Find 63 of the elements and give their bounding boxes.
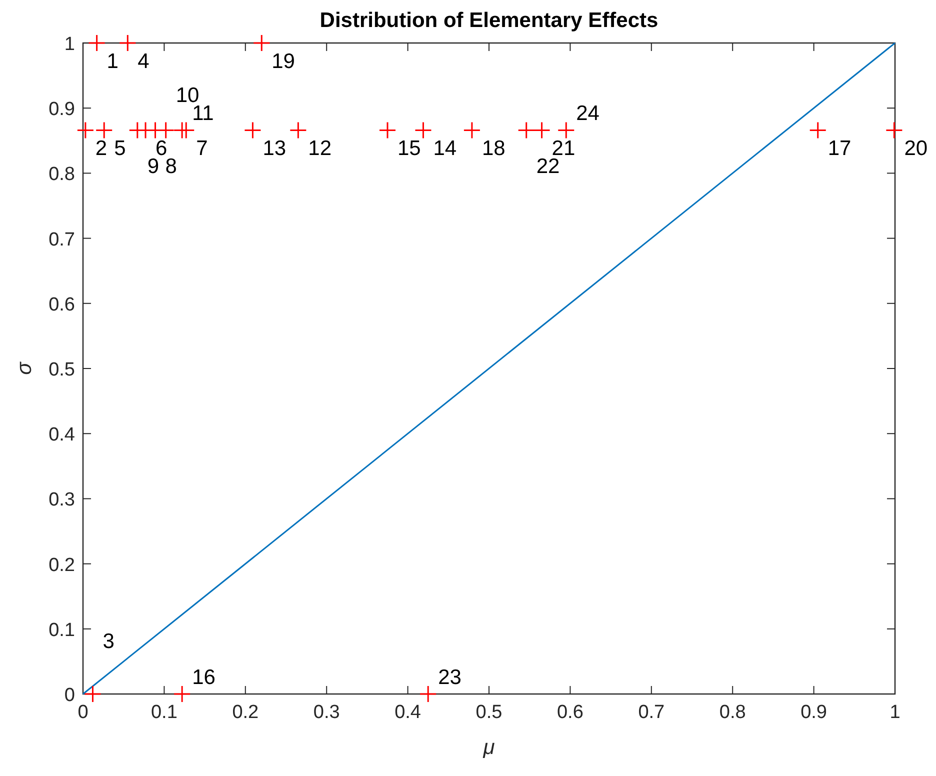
x-tick-label: 1 — [890, 702, 900, 723]
y-tick-label: 0.4 — [48, 424, 76, 446]
point — [419, 685, 437, 703]
y-tick-label: 0.2 — [48, 554, 75, 576]
annotation: 14 — [433, 137, 457, 160]
point — [76, 121, 94, 139]
x-tick-label: 0.6 — [556, 702, 584, 723]
y-tick-label: 0.3 — [48, 490, 75, 511]
annotation: 4 — [138, 50, 150, 73]
point — [118, 34, 136, 52]
annotation: 13 — [262, 137, 286, 160]
point — [252, 34, 270, 52]
point — [244, 121, 262, 139]
y-tick-label: 0 — [64, 685, 75, 706]
point — [809, 121, 827, 139]
annotation: 16 — [192, 666, 216, 689]
x-tick-label: 0.1 — [150, 702, 178, 723]
annotation: 8 — [165, 155, 177, 178]
x-tick-label: 0.3 — [313, 702, 340, 723]
annotation: 18 — [482, 137, 506, 160]
x-tick-label: 0.4 — [394, 702, 422, 723]
annotation: 19 — [272, 50, 295, 73]
point — [557, 121, 575, 139]
point — [173, 685, 191, 703]
x-tick-label: 0.5 — [476, 702, 502, 723]
annotation: 22 — [536, 155, 560, 178]
annotation: 15 — [398, 137, 421, 160]
point — [463, 121, 481, 139]
point — [518, 121, 536, 139]
point — [533, 121, 551, 139]
annotation: 17 — [828, 137, 852, 160]
x-tick-label: 0.2 — [232, 702, 259, 723]
annotation: 1 — [106, 50, 118, 73]
y-axis-title: σ — [13, 360, 36, 375]
y-tick-label: 0.8 — [48, 164, 75, 186]
annotation: 12 — [308, 137, 332, 160]
annotation: 7 — [196, 137, 208, 160]
annotation: 24 — [576, 102, 600, 126]
point — [289, 121, 307, 139]
point — [378, 121, 396, 139]
annotation: 5 — [114, 137, 126, 160]
annotation: 23 — [438, 666, 462, 689]
annotation: 2 — [95, 137, 108, 160]
x-tick-label: 0 — [78, 702, 88, 723]
annotation: 3 — [102, 630, 114, 653]
point — [84, 685, 102, 703]
chart-title: Distribution of Elementary Effects — [320, 9, 658, 32]
x-tick-label: 0.9 — [800, 702, 828, 723]
annotation: 20 — [904, 137, 928, 160]
point — [885, 121, 903, 139]
y-tick-label: 0.1 — [48, 620, 75, 641]
x-tick-label: 0.7 — [638, 702, 665, 723]
y-tick-label: 1 — [64, 34, 75, 55]
y-tick-label: 0.5 — [48, 360, 75, 380]
x-tick-label: 0.8 — [719, 702, 746, 723]
x-axis-title: μ — [482, 736, 496, 759]
point — [414, 121, 432, 139]
y-tick-label: 0.9 — [48, 99, 75, 120]
point — [95, 121, 113, 139]
point — [88, 34, 106, 52]
y-tick-label: 0.6 — [48, 294, 75, 316]
y-tick-label: 0.7 — [48, 229, 75, 250]
annotation: 11 — [192, 102, 214, 126]
